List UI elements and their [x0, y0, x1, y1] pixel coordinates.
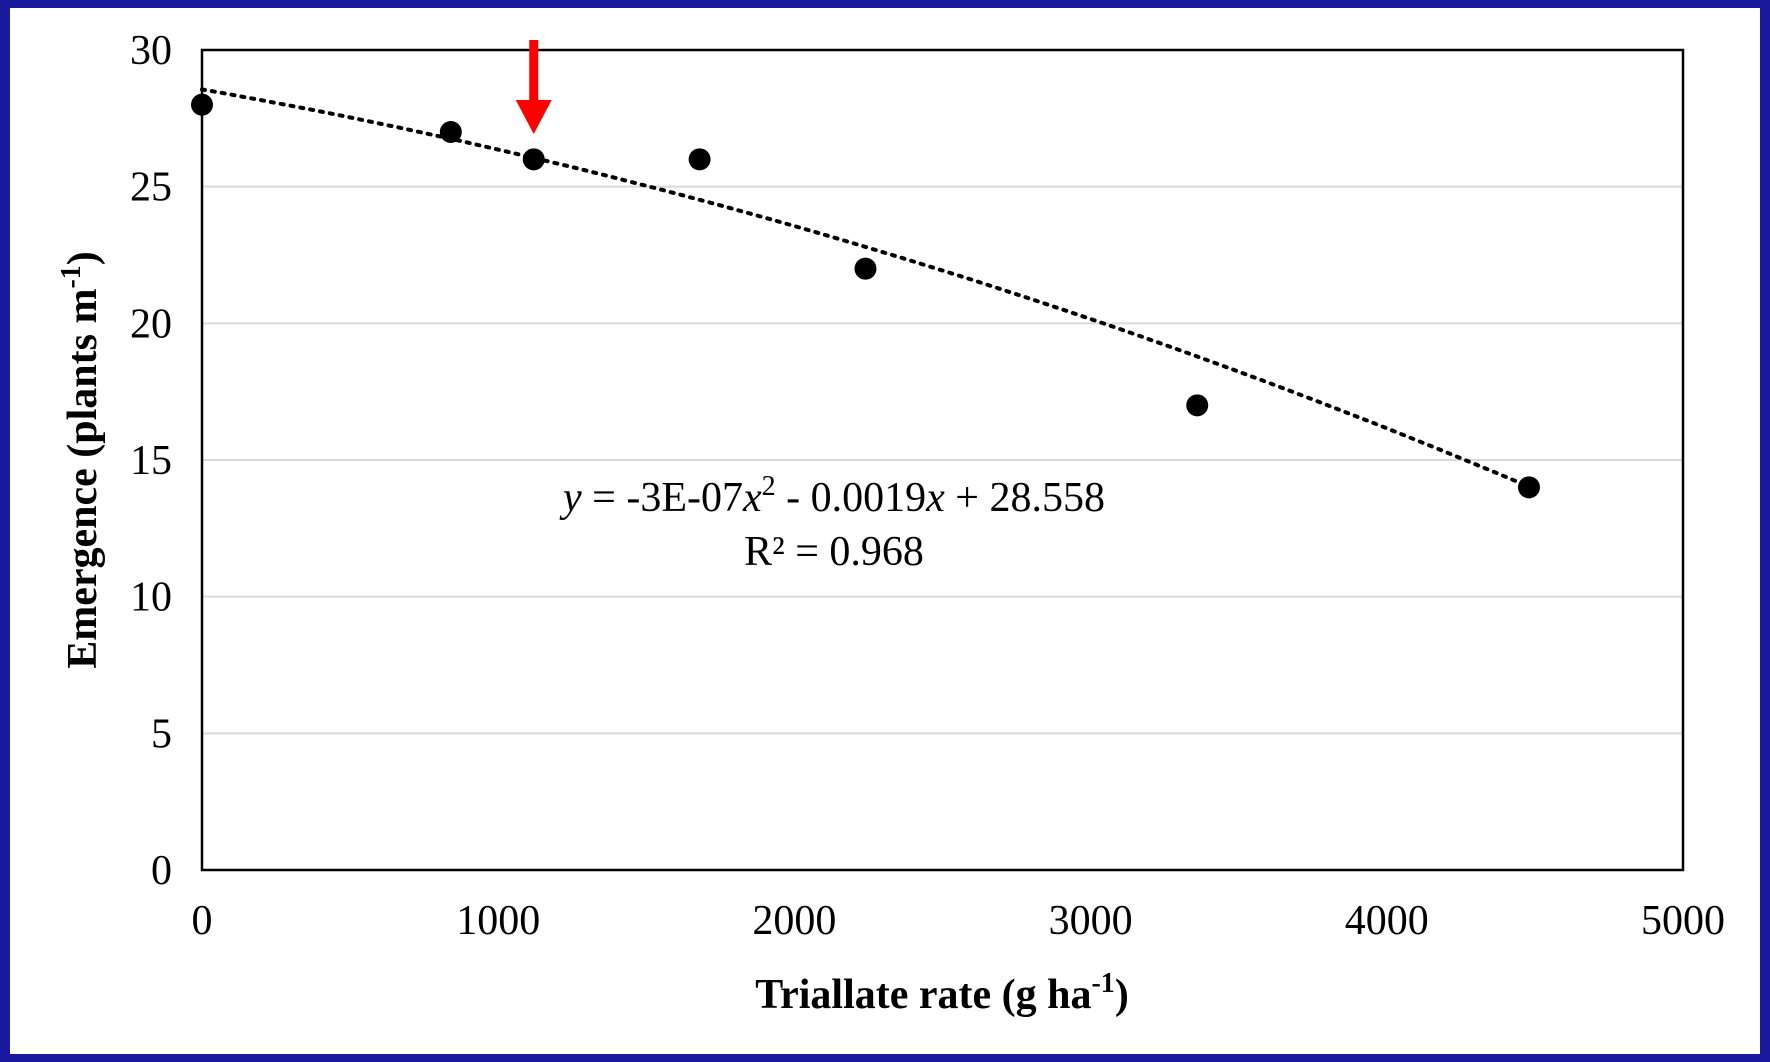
x-tick-label: 5000 [1641, 898, 1725, 944]
x-tick-label: 2000 [752, 898, 836, 944]
y-tick-label: 30 [130, 28, 172, 74]
data-point [191, 93, 213, 116]
y-tick-label: 25 [130, 165, 172, 211]
highlight-arrow [515, 40, 552, 134]
x-tick-label: 4000 [1345, 898, 1429, 944]
data-point [854, 257, 877, 280]
arrow-head [515, 100, 552, 134]
x-tick-label: 3000 [1049, 898, 1133, 944]
x-tick-label: 0 [192, 898, 213, 944]
plot-area [200, 48, 1685, 872]
data-point [688, 148, 711, 171]
y-tick-label: 20 [130, 301, 172, 347]
y-tick-label: 5 [151, 711, 172, 757]
x-tick-labels: 0 1000 2000 3000 4000 5000 [192, 898, 1726, 944]
y-axis-title: Emergence (plants m-1) [56, 251, 106, 669]
y-tick-label: 0 [151, 848, 172, 894]
chart-frame: 0 5 10 15 20 25 30 0 1000 2000 3000 4000 5000 Trial… [10, 8, 1760, 1054]
data-point [1186, 394, 1209, 417]
trendline [200, 87, 1531, 489]
x-axis-title: Triallate rate (g ha-1) [755, 968, 1129, 1018]
y-tick-label: 15 [130, 438, 172, 484]
gridlines [202, 185, 1683, 735]
y-tick-labels: 0 5 10 15 20 25 30 [130, 28, 172, 894]
data-point [1517, 476, 1540, 499]
data-points [191, 93, 1540, 499]
data-point [439, 121, 462, 143]
r-squared-label: R² = 0.968 [744, 529, 924, 575]
x-tick-label: 1000 [456, 898, 540, 944]
scatter-chart: 0 5 10 15 20 25 30 0 1000 2000 3000 4000 5000 Trial… [56, 28, 1726, 1018]
trendline-equation: y = -3E-07x2 - 0.0019x + 28.558 [559, 471, 1105, 521]
y-tick-label: 10 [130, 575, 172, 621]
data-point [522, 148, 545, 171]
